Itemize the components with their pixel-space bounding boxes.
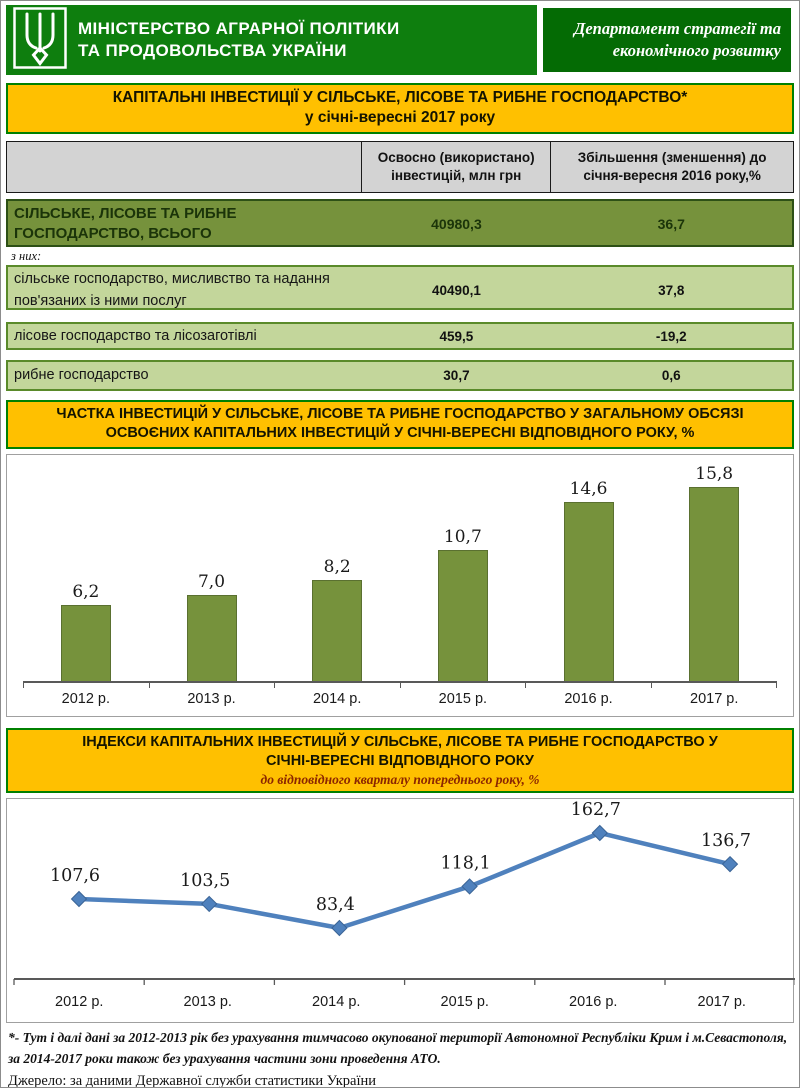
bar-chart-plot-area: 6,2 7,0 8,2 10,7 14,6 15,8 bbox=[23, 459, 777, 684]
footnote: *- Тут і далі дані за 2012-2013 рік без … bbox=[8, 1030, 788, 1067]
bar-chart-axis-ticks bbox=[23, 683, 777, 689]
total-change: 36,7 bbox=[657, 216, 685, 233]
bar-x-label: 2012 р. bbox=[61, 691, 111, 708]
department-line2: економічного розвитку bbox=[612, 41, 781, 60]
total-value: 40980,3 bbox=[431, 216, 482, 233]
index-title-subtitle: до відповідного кварталу попереднього ро… bbox=[260, 771, 540, 787]
line-value-label: 103,5 bbox=[180, 871, 230, 891]
bar-column: 14,6 bbox=[526, 479, 652, 682]
row-label: рибне господарство bbox=[14, 366, 149, 383]
share-title-line2: ОСВОЄНИХ КАПІТАЛЬНИХ ІНВЕСТИЦІЙ У СІЧНІ-… bbox=[105, 425, 695, 442]
ministry-title-line2: ТА ПРОДОВОЛЬСТВА УКРАЇНИ bbox=[78, 41, 347, 60]
row-label: лісове господарство та лісозаготівлі bbox=[14, 327, 257, 344]
bar bbox=[60, 605, 111, 682]
bar bbox=[312, 580, 363, 682]
bar-x-label: 2014 р. bbox=[312, 691, 362, 708]
line-value-label: 107,6 bbox=[50, 866, 100, 886]
bar-column: 10,7 bbox=[400, 527, 526, 682]
bar-column: 6,2 bbox=[23, 582, 149, 682]
table-subnote: з них: bbox=[11, 248, 42, 263]
index-title-line2: СІЧНІ-ВЕРЕСНІ ВІДПОВІДНОГО РОКУ bbox=[266, 752, 534, 769]
total-label: СІЛЬСЬКЕ, ЛІСОВЕ ТА РИБНЕ ГОСПОДАРСТВО, … bbox=[14, 204, 237, 243]
line-x-label: 2012 р. bbox=[55, 994, 104, 1011]
bar-column: 7,0 bbox=[149, 572, 275, 682]
line-marker bbox=[200, 895, 218, 913]
row-value: 30,7 bbox=[443, 367, 470, 383]
department-box: Департамент стратегії та економічного ро… bbox=[543, 8, 791, 72]
header-banner: МІНІСТЕРСТВО АГРАРНОЇ ПОЛІТИКИ ТА ПРОДОВ… bbox=[6, 5, 794, 75]
share-section-title: ЧАСТКА ІНВЕСТИЦІЙ У СІЛЬСЬКЕ, ЛІСОВЕ ТА … bbox=[6, 399, 794, 450]
share-title-line1: ЧАСТКА ІНВЕСТИЦІЙ У СІЛЬСЬКЕ, ЛІСОВЕ ТА … bbox=[56, 405, 744, 422]
row-value: 459,5 bbox=[439, 329, 474, 345]
line-chart-x-labels: 2012 р. 2013 р. 2014 р. 2015 р. 2016 р. 2017 … bbox=[15, 994, 786, 1010]
table-row-fishery: рибне господарство 30,7 0,6 bbox=[6, 359, 794, 391]
line-marker bbox=[721, 856, 739, 873]
bar bbox=[689, 487, 740, 682]
line-value-label: 83,4 bbox=[316, 895, 355, 915]
table-row-agriculture: сільське господарство, мисливство та над… bbox=[6, 264, 794, 310]
bar-x-label: 2016 р. bbox=[564, 691, 613, 708]
index-line-chart: 107,6 103,5 83,4 118,1 162,7 136,7 2012 р. 201… bbox=[6, 798, 796, 1024]
bar-value-label: 10,7 bbox=[443, 527, 482, 548]
line-x-label: 2013 р. bbox=[183, 994, 232, 1011]
main-title-line2: у січні-вересні 2017 року bbox=[304, 109, 496, 127]
line-x-label: 2015 р. bbox=[440, 994, 489, 1011]
row-change: 37,8 bbox=[658, 283, 685, 299]
table-row-total: СІЛЬСЬКЕ, ЛІСОВЕ ТА РИБНЕ ГОСПОДАРСТВО, … bbox=[6, 198, 794, 247]
line-value-label: 162,7 bbox=[571, 801, 621, 820]
table-row-forestry: лісове господарство та лісозаготівлі 459… bbox=[6, 321, 794, 350]
ministry-title-line1: МІНІСТЕРСТВО АГРАРНОЇ ПОЛІТИКИ bbox=[78, 18, 400, 38]
bar-x-label: 2013 р. bbox=[187, 691, 236, 708]
bar-value-label: 8,2 bbox=[323, 557, 351, 578]
index-section-title: ІНДЕКСИ КАПІТАЛЬНИХ ІНВЕСТИЦІЙ У СІЛЬСЬК… bbox=[6, 728, 794, 794]
table-header-invested: Освосно (використано) інвестицій, млн гр… bbox=[362, 140, 552, 193]
line-x-label: 2017 р. bbox=[697, 994, 746, 1011]
line-marker bbox=[70, 891, 88, 908]
row-label: сільське господарство, мисливство та над… bbox=[14, 270, 330, 309]
ukraine-trident-icon bbox=[13, 6, 67, 74]
bar bbox=[186, 595, 237, 682]
table-header-change: Збільшення (зменшення) до січня-вересня … bbox=[551, 140, 794, 193]
bar-x-label: 2017 р. bbox=[690, 691, 739, 708]
line-value-label: 118,1 bbox=[441, 854, 491, 874]
bar bbox=[563, 502, 614, 682]
line-value-label: 136,7 bbox=[701, 831, 751, 851]
line-marker bbox=[331, 920, 348, 937]
bar-column: 8,2 bbox=[274, 557, 400, 682]
line-marker bbox=[591, 825, 609, 842]
line-x-label: 2014 р. bbox=[312, 994, 361, 1011]
bar-value-label: 14,6 bbox=[569, 479, 608, 500]
bar-value-label: 15,8 bbox=[695, 464, 734, 485]
main-title-bar: КАПІТАЛЬНІ ІНВЕСТИЦІЇ У СІЛЬСЬКЕ, ЛІСОВЕ… bbox=[6, 83, 794, 134]
bar bbox=[437, 550, 488, 682]
row-change: 0,6 bbox=[661, 367, 681, 383]
main-title-line1: КАПІТАЛЬНІ ІНВЕСТИЦІЇ У СІЛЬСЬКЕ, ЛІСОВЕ… bbox=[112, 89, 688, 106]
line-chart-plot-area: 107,6 103,5 83,4 118,1 162,7 136,7 bbox=[13, 800, 796, 986]
bar-chart-x-labels: 2012 р. 2013 р. 2014 р. 2015 р. 2016 р. 2017 … bbox=[23, 691, 777, 707]
share-bar-chart: 6,2 7,0 8,2 10,7 14,6 15,8 2012 р. 2013 р. 2014… bbox=[6, 454, 794, 718]
row-value: 40490,1 bbox=[432, 283, 481, 299]
ministry-logo bbox=[6, 5, 68, 75]
ministry-title: МІНІСТЕРСТВО АГРАРНОЇ ПОЛІТИКИ ТА ПРОДОВ… bbox=[68, 5, 537, 75]
line-marker bbox=[461, 878, 478, 895]
row-change: -19,2 bbox=[655, 329, 687, 345]
bar-column: 15,8 bbox=[651, 464, 777, 682]
line-x-label: 2016 р. bbox=[569, 994, 618, 1011]
bar-x-label: 2015 р. bbox=[438, 691, 488, 708]
index-title-line1: ІНДЕКСИ КАПІТАЛЬНИХ ІНВЕСТИЦІЙ У СІЛЬСЬК… bbox=[82, 734, 718, 751]
bar-value-label: 7,0 bbox=[197, 572, 226, 593]
bar-value-label: 6,2 bbox=[72, 582, 100, 603]
department-line1: Департамент стратегії та bbox=[574, 18, 781, 38]
source-line: Джерело: за даними Державної служби стат… bbox=[8, 1073, 377, 1088]
table-header-empty bbox=[6, 140, 363, 193]
table-header-row: Освосно (використано) інвестицій, млн гр… bbox=[6, 140, 794, 193]
